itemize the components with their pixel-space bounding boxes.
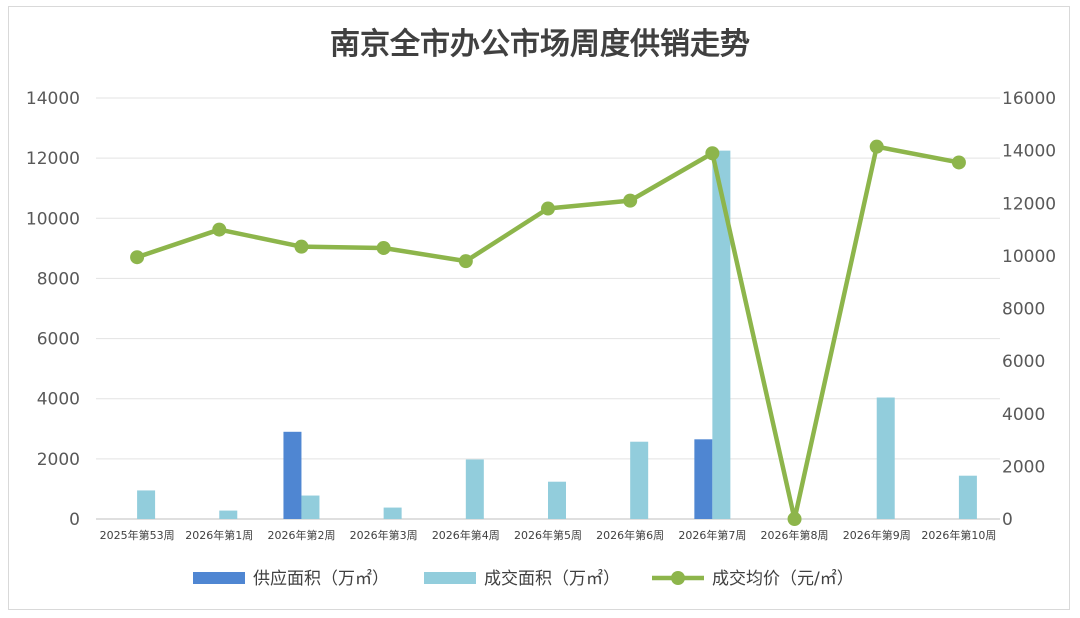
price-point [212,222,227,237]
bar-deal [383,507,402,519]
y-left-tick-label: 8000 [37,269,80,289]
axis-labels: 0 2000 4000 6000 8000 10000 12000 14000 0 2000 400… [26,89,1056,542]
y-left-tick-label: 6000 [37,330,80,350]
y-left-tick-label: 4000 [37,390,80,410]
price-point [376,240,391,255]
y-left-tick-label: 10000 [26,209,80,229]
x-tick-label: 2026年第7周 [678,528,746,542]
x-tick-label: 2026年第10周 [921,528,996,542]
price-point [623,193,638,208]
chart-title: 南京全市办公市场周度供销走势 [330,27,750,62]
x-tick-label: 2025年第53周 [100,528,175,542]
bar-deal [465,459,484,519]
x-tick-label: 2026年第4周 [432,528,500,542]
y-left-tick-label: 2000 [37,450,80,470]
price-point [294,239,309,254]
legend-swatch [424,572,476,584]
price-point [130,250,145,265]
legend-marker [671,571,685,585]
price-line [130,139,966,526]
y-left-tick-label: 14000 [26,89,80,109]
x-tick-label: 2026年第6周 [596,528,664,542]
y-right-tick-label: 6000 [1002,352,1045,372]
y-right-tick-label: 16000 [1002,89,1056,109]
y-right-tick-label: 10000 [1002,247,1056,267]
bar-deal [630,441,649,519]
chart-frame: 南京全市办公市场周度供销走势 0 2000 4000 6000 8000 10000 120… [8,6,1070,610]
x-tick-label: 2026年第9周 [843,528,911,542]
x-tick-label: 2026年第1周 [185,528,253,542]
x-tick-label: 2026年第2周 [267,528,335,542]
bar-deal [301,495,320,519]
y-right-tick-label: 8000 [1002,300,1045,320]
combo-chart: 南京全市办公市场周度供销走势 0 2000 4000 6000 8000 10000 120… [26,27,1056,589]
price-point [458,254,473,269]
y-right-tick-label: 14000 [1002,142,1056,162]
y-right-tick-label: 12000 [1002,194,1056,214]
bar-deal [712,150,731,519]
bar-deal [137,490,156,519]
price-point [541,201,555,216]
bars [137,150,977,519]
bar-supply [283,431,302,519]
price-point [951,155,966,170]
legend-label: 供应面积（万㎡） [253,569,389,589]
bar-deal [219,510,238,519]
legend-swatch [193,572,245,584]
legend-label: 成交均价（元/㎡） [712,569,854,589]
legend-label: 成交面积（万㎡） [484,569,620,589]
x-tick-label: 2026年第8周 [761,528,829,542]
bar-deal [548,481,566,519]
price-point [869,139,884,154]
x-tick-label: 2026年第5周 [514,528,582,542]
price-point [787,512,802,526]
legend: 供应面积（万㎡） 成交面积（万㎡） 成交均价（元/㎡） [193,569,854,589]
x-tick-label: 2026年第3周 [350,528,418,542]
bar-deal [958,475,977,519]
bar-supply [694,439,713,519]
bar-deal [876,397,895,519]
price-point [705,146,720,161]
y-left-tick-label: 0 [69,510,80,530]
y-right-tick-label: 2000 [1002,457,1045,477]
y-right-tick-label: 4000 [1002,405,1045,425]
gridlines [96,97,1000,520]
y-left-tick-label: 12000 [26,149,80,169]
y-right-tick-label: 0 [1002,510,1013,530]
